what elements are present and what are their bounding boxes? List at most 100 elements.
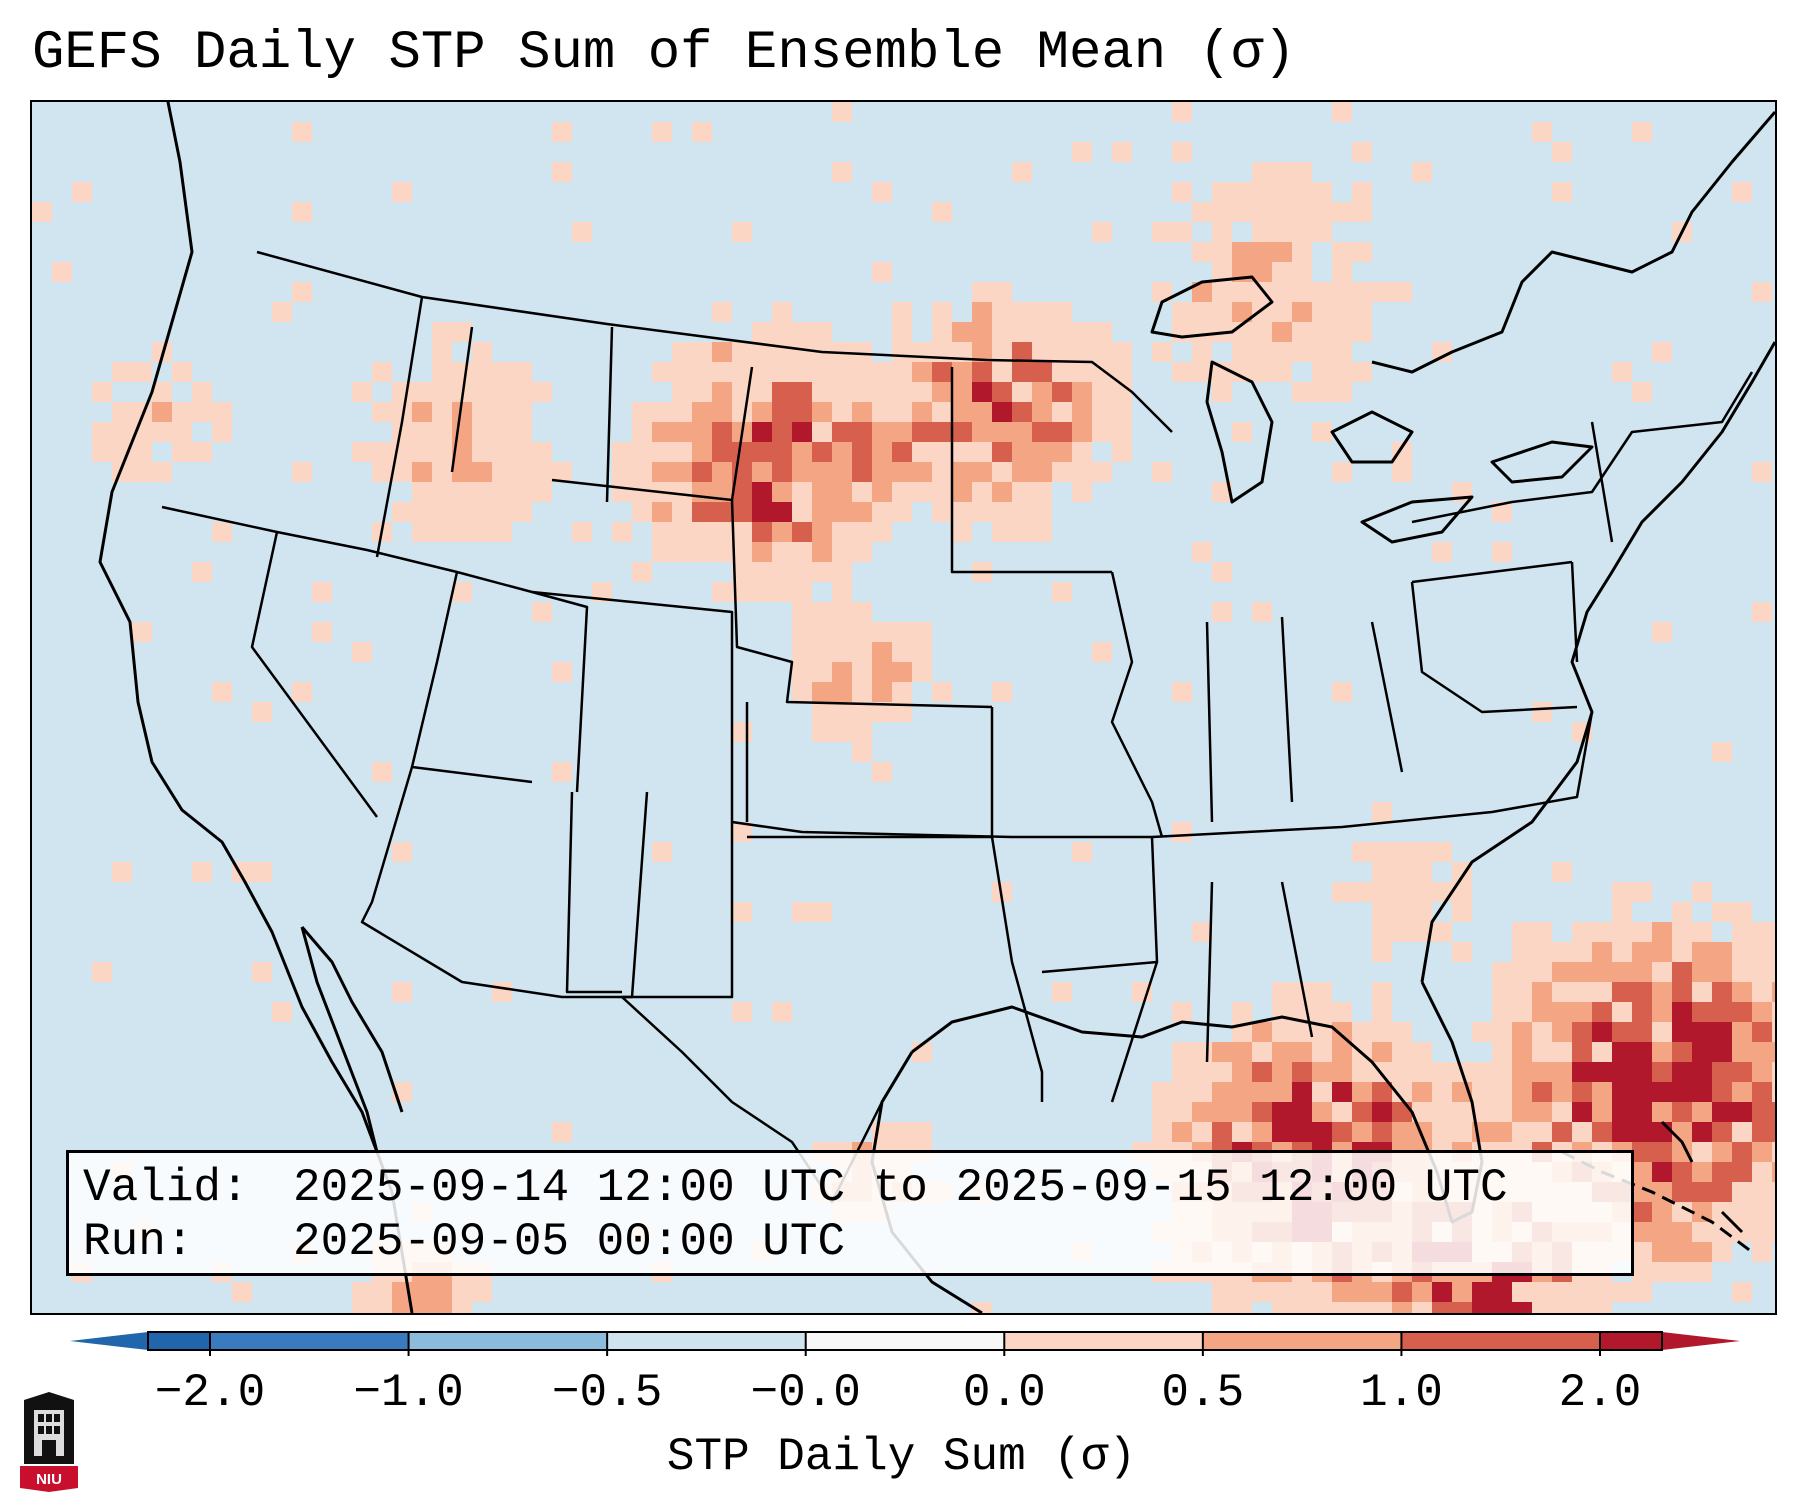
anomaly-cell <box>872 482 892 502</box>
anomaly-cell <box>1712 1222 1732 1242</box>
anomaly-cell <box>732 582 752 602</box>
anomaly-cell <box>1092 642 1112 662</box>
anomaly-cell <box>892 642 912 662</box>
anomaly-cell <box>932 402 952 422</box>
anomaly-cell <box>852 362 872 382</box>
anomaly-cell <box>672 422 692 442</box>
anomaly-cell <box>1692 1062 1712 1082</box>
anomaly-cell <box>1332 1002 1352 1022</box>
anomaly-cell <box>232 1282 252 1302</box>
anomaly-cell <box>872 662 892 682</box>
anomaly-cell <box>1732 1162 1752 1182</box>
anomaly-cell <box>412 522 432 542</box>
anomaly-cell <box>1772 1142 1775 1162</box>
anomaly-cell <box>192 442 212 462</box>
anomaly-cell <box>152 382 172 402</box>
anomaly-cell <box>1652 1022 1672 1042</box>
anomaly-cell <box>472 402 492 422</box>
anomaly-cell <box>412 382 432 402</box>
anomaly-cell <box>1052 442 1072 462</box>
anomaly-cell <box>792 342 812 362</box>
anomaly-cell <box>972 1302 992 1313</box>
anomaly-cell <box>1252 162 1272 182</box>
anomaly-cell <box>1492 982 1512 1002</box>
anomaly-cell <box>1032 462 1052 482</box>
anomaly-cell <box>1192 342 1212 362</box>
anomaly-cell <box>1252 1042 1272 1062</box>
anomaly-cell <box>1212 482 1232 502</box>
anomaly-cell <box>1152 1122 1172 1142</box>
anomaly-cell <box>1392 1282 1412 1302</box>
anomaly-cell <box>1332 302 1352 322</box>
anomaly-cell <box>452 1282 472 1302</box>
anomaly-cell <box>1732 182 1752 202</box>
anomaly-cell <box>1772 1042 1775 1062</box>
anomaly-cell <box>1732 1202 1752 1222</box>
anomaly-cell <box>1532 922 1552 942</box>
anomaly-cell <box>872 422 892 442</box>
anomaly-cell <box>812 702 832 722</box>
anomaly-cell <box>212 422 232 442</box>
anomaly-cell <box>1032 382 1052 402</box>
anomaly-cell <box>1712 902 1732 922</box>
anomaly-cell <box>572 522 592 542</box>
anomaly-cell <box>1712 742 1732 762</box>
anomaly-cell <box>672 402 692 422</box>
anomaly-cell <box>792 382 812 402</box>
anomaly-cell <box>1492 1122 1512 1142</box>
anomaly-cell <box>992 482 1012 502</box>
anomaly-cell <box>1172 302 1192 322</box>
anomaly-cell <box>372 1282 392 1302</box>
anomaly-cell <box>912 442 932 462</box>
anomaly-cell <box>1692 1122 1712 1142</box>
anomaly-cell <box>1492 1082 1512 1102</box>
anomaly-cell <box>1272 162 1292 182</box>
anomaly-cell <box>1272 182 1292 202</box>
anomaly-cell <box>1292 1062 1312 1082</box>
anomaly-cell <box>412 422 432 442</box>
colorbar-label: STP Daily Sum (σ) <box>666 1431 1137 1483</box>
anomaly-cell <box>572 222 592 242</box>
anomaly-cell <box>132 442 152 462</box>
anomaly-cell <box>1012 402 1032 422</box>
anomaly-cell <box>1532 1022 1552 1042</box>
anomaly-cell <box>1332 202 1352 222</box>
bahamas-outline <box>1660 1120 1744 1234</box>
anomaly-cell <box>732 222 752 242</box>
anomaly-cell <box>892 662 912 682</box>
anomaly-cell <box>532 602 552 622</box>
anomaly-cell <box>1772 1082 1775 1102</box>
anomaly-cell <box>1672 1062 1692 1082</box>
anomaly-cell <box>1572 1122 1592 1142</box>
anomaly-cell <box>752 582 772 602</box>
anomaly-cell <box>1272 1102 1292 1122</box>
anomaly-cell <box>872 762 892 782</box>
anomaly-cell <box>1352 202 1372 222</box>
anomaly-cell <box>1052 462 1072 482</box>
anomaly-cell <box>1212 1042 1232 1062</box>
anomaly-cell <box>92 382 112 402</box>
anomaly-cell <box>432 322 452 342</box>
anomaly-cell <box>1292 182 1312 202</box>
anomaly-cell <box>1092 342 1112 362</box>
anomaly-cell <box>752 482 772 502</box>
anomaly-cell <box>1012 482 1032 502</box>
anomaly-cell <box>372 462 392 482</box>
anomaly-cell <box>1412 1282 1432 1302</box>
anomaly-cell <box>852 522 872 542</box>
anomaly-cell <box>1432 542 1452 562</box>
anomaly-cell <box>1192 542 1212 562</box>
valid-value: 2025-09-14 12:00 UTC to 2025-09-15 12:00… <box>293 1162 1508 1214</box>
anomaly-cell <box>1032 302 1052 322</box>
anomaly-cell <box>892 622 912 642</box>
colorbar-tick-label: −1.0 <box>353 1367 464 1419</box>
anomaly-cell <box>972 482 992 502</box>
anomaly-cell <box>1672 1042 1692 1062</box>
anomaly-cell <box>1772 962 1775 982</box>
anomaly-cell <box>1612 982 1632 1002</box>
anomaly-cell <box>1352 282 1372 302</box>
colorbar-bin <box>1600 1332 1662 1350</box>
anomaly-cell <box>852 702 872 722</box>
anomaly-cell <box>752 462 772 482</box>
anomaly-cell <box>432 462 452 482</box>
